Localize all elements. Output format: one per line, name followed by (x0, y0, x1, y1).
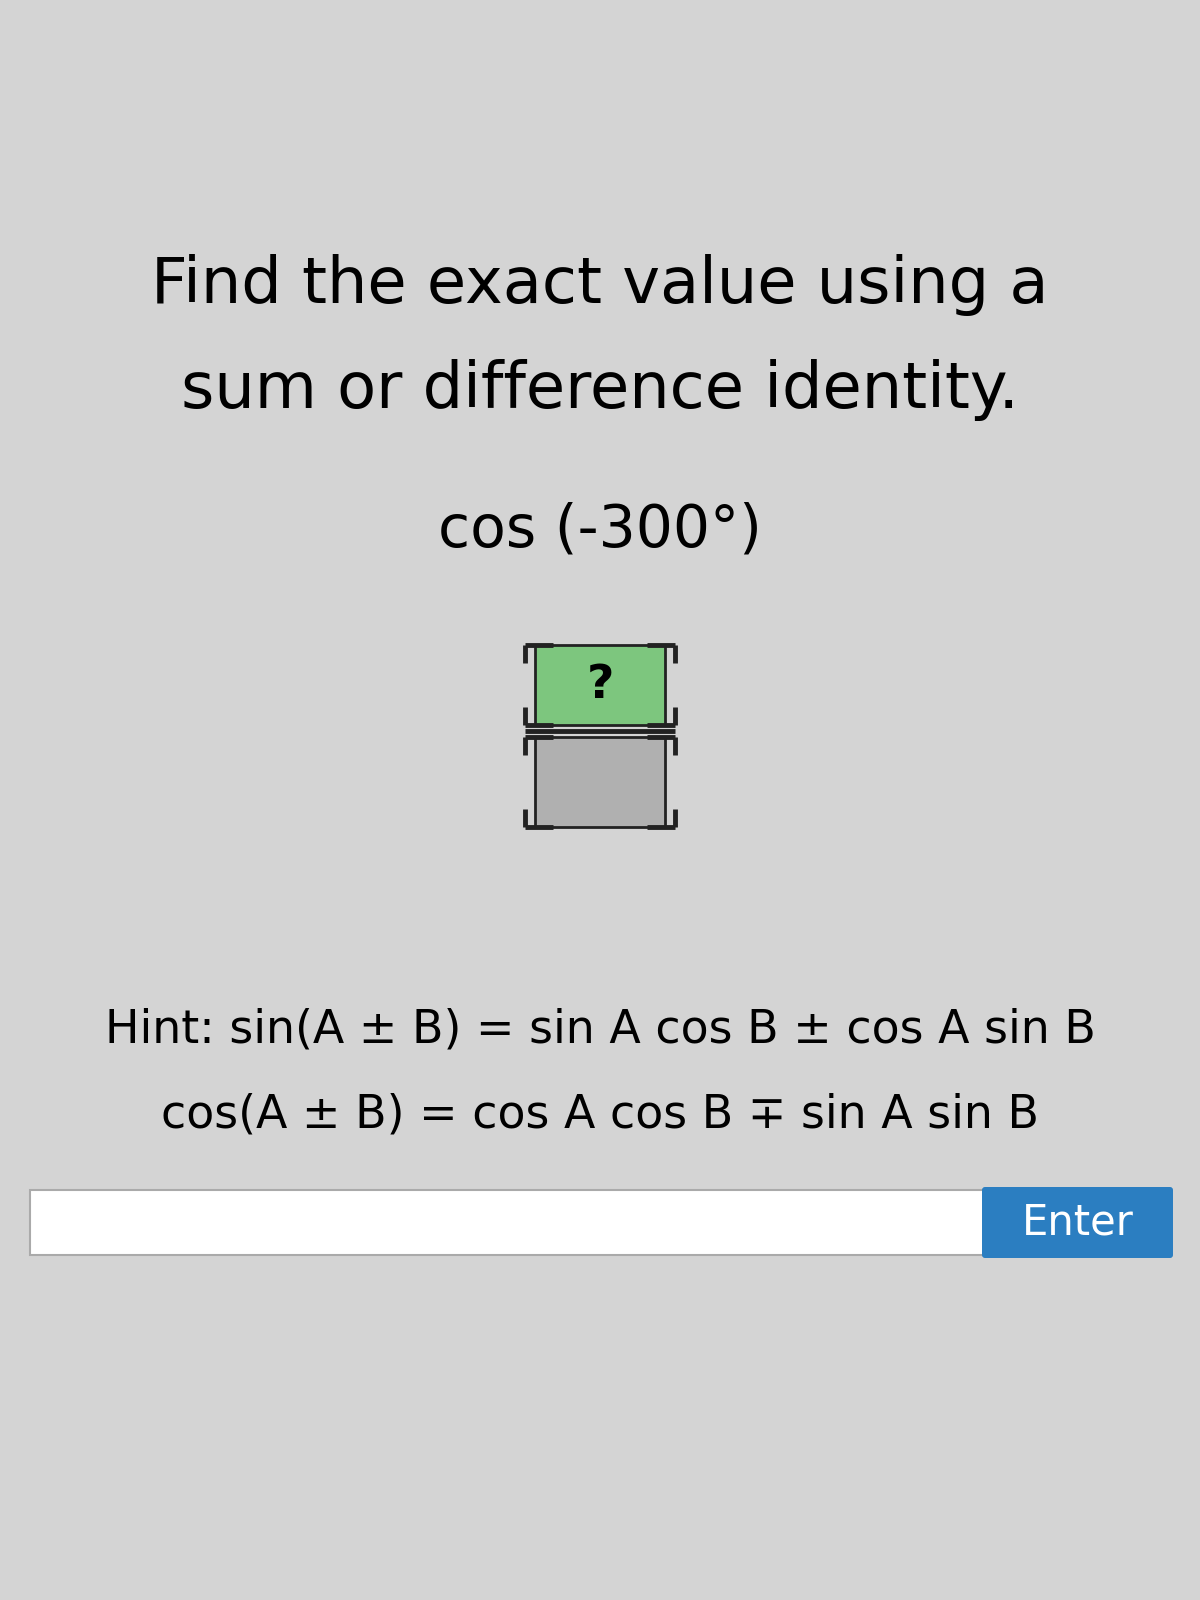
FancyBboxPatch shape (30, 1190, 1170, 1254)
FancyBboxPatch shape (535, 738, 665, 827)
Text: cos(A ± B) = cos A cos B ∓ sin A sin B: cos(A ± B) = cos A cos B ∓ sin A sin B (161, 1093, 1039, 1138)
Text: ?: ? (587, 662, 613, 707)
FancyBboxPatch shape (982, 1187, 1174, 1258)
Text: Hint: sin(A ± B) = sin A cos B ± cos A sin B: Hint: sin(A ± B) = sin A cos B ± cos A s… (104, 1008, 1096, 1053)
Text: sum or difference identity.: sum or difference identity. (181, 358, 1019, 421)
Text: Find the exact value using a: Find the exact value using a (151, 254, 1049, 317)
FancyBboxPatch shape (535, 645, 665, 725)
Text: cos (-300°): cos (-300°) (438, 501, 762, 558)
Text: Enter: Enter (1021, 1202, 1134, 1243)
